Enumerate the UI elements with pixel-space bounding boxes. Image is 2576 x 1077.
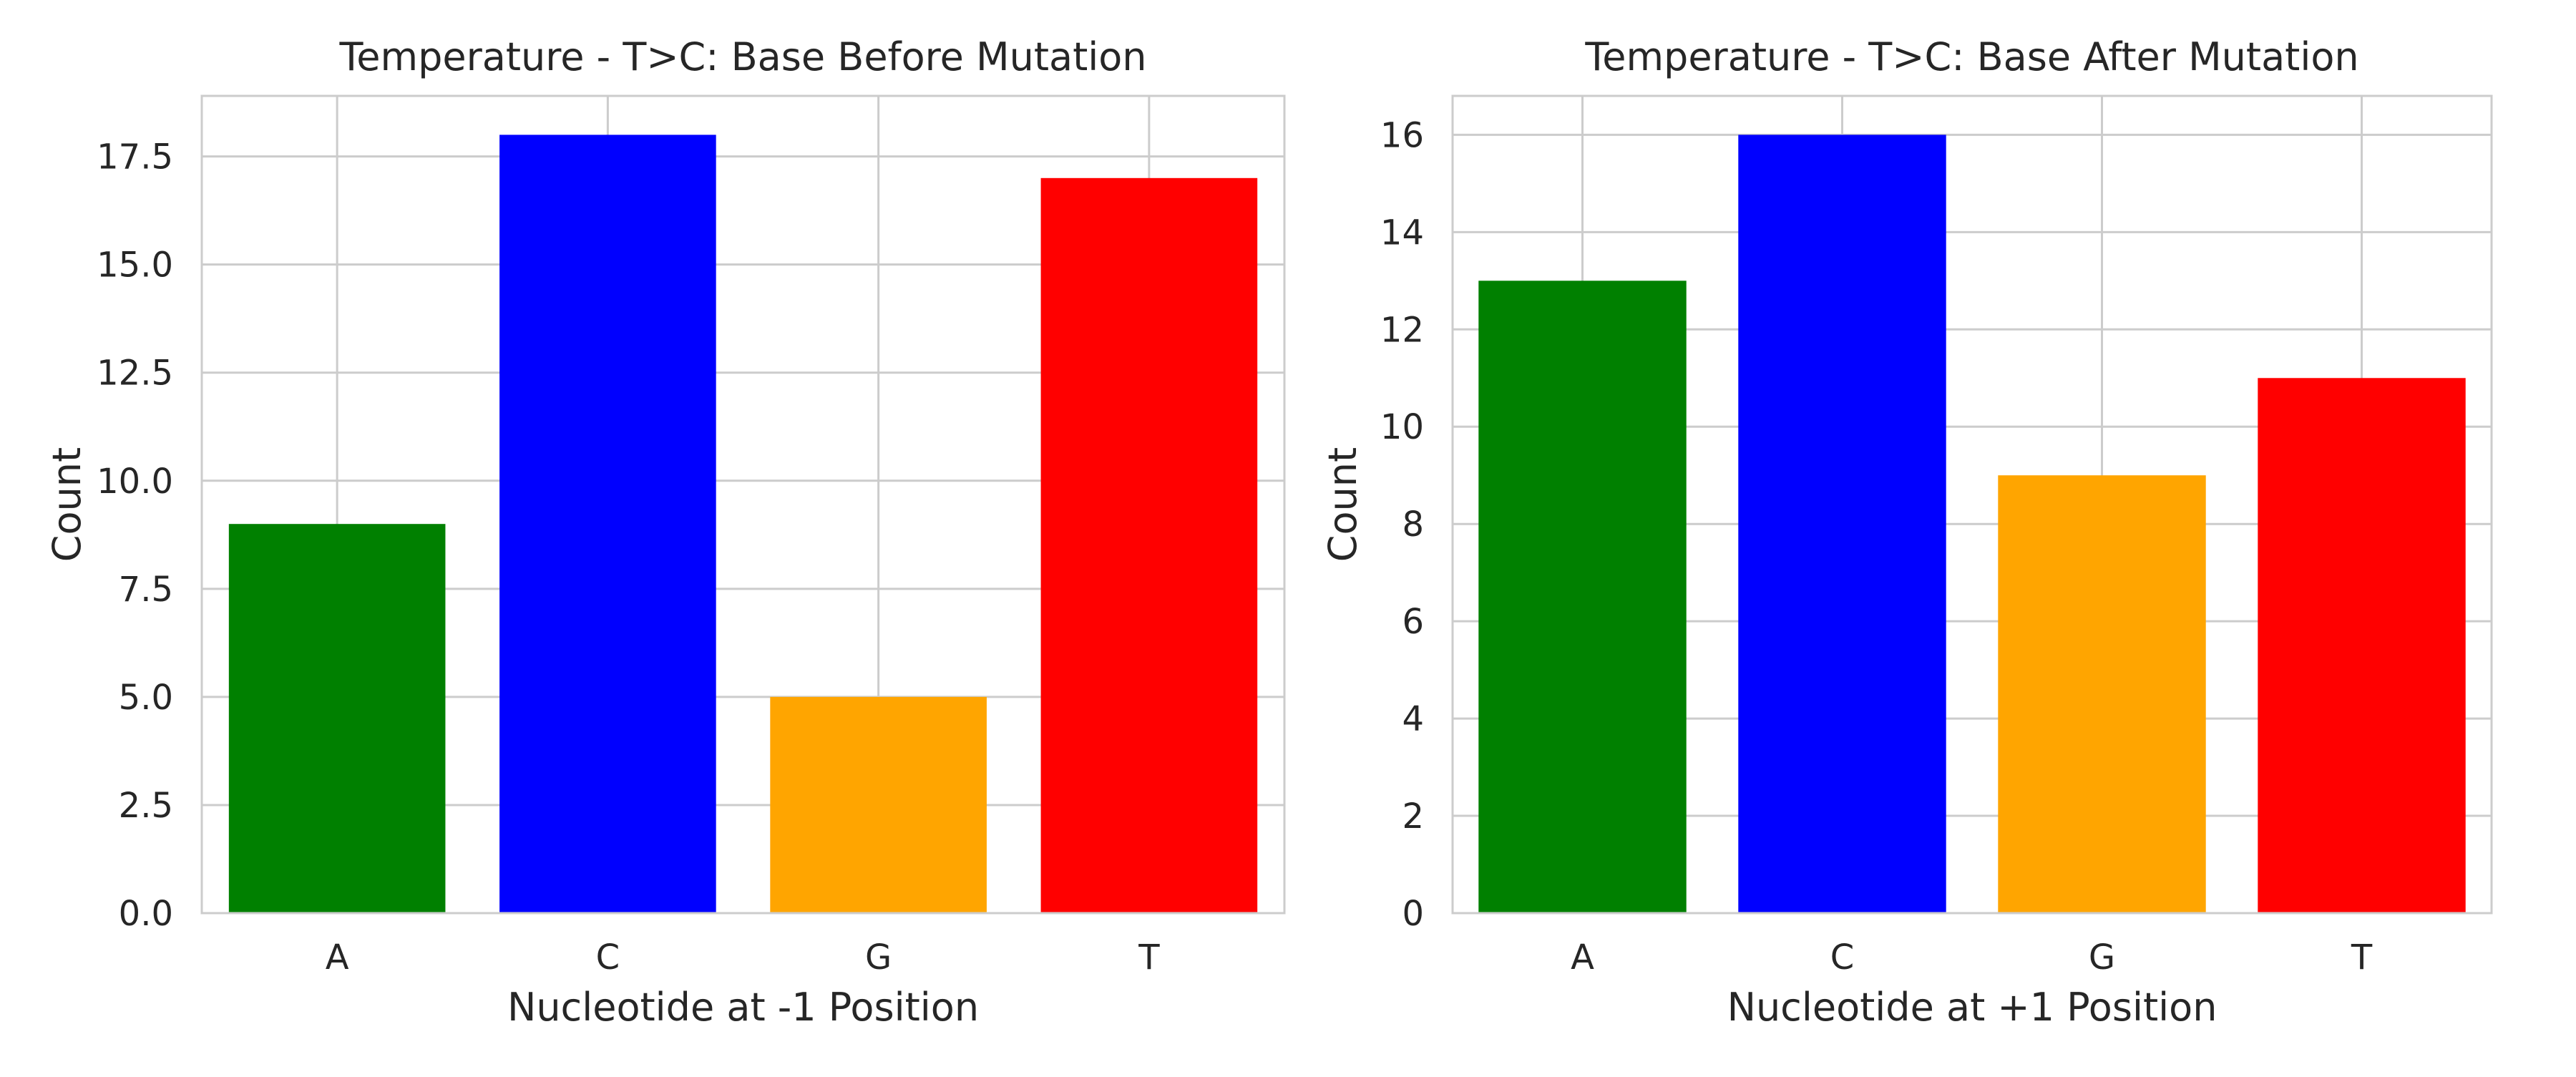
plot-frame — [1451, 94, 2493, 915]
y-tick-label: 12.5 — [97, 354, 173, 394]
y-tick-label: 10 — [1380, 407, 1424, 447]
x-tick-label: C — [596, 937, 620, 978]
bar-g — [1998, 475, 2206, 913]
y-axis-label: Count — [44, 447, 89, 562]
x-tick-label: A — [1571, 937, 1594, 978]
y-tick-label: 0.0 — [119, 894, 173, 934]
y-tick-label: 17.5 — [97, 137, 173, 177]
y-tick-label: 0 — [1402, 894, 1424, 934]
chart-title: Temperature - T>C: Base After Mutation — [1584, 34, 2358, 79]
y-tick-label: 10.0 — [97, 462, 173, 502]
y-tick-label: 4 — [1402, 699, 1424, 739]
plot-frame — [200, 94, 1286, 915]
bar-c — [1738, 135, 1946, 913]
chart-panel-before-mutation: 0.0 2.5 5.0 7.5 10.0 12.5 15.0 17.5 A C G T Temperat… — [44, 34, 1286, 1030]
y-tick-label: 14 — [1380, 213, 1424, 253]
y-tick-label: 8 — [1402, 505, 1424, 545]
y-tick-label: 15.0 — [97, 245, 173, 286]
bar-t — [2258, 378, 2466, 913]
chart-panel-after-mutation: 0 2 4 6 8 10 12 14 16 A C G T Temperature - T>C: Base… — [1320, 34, 2493, 1030]
x-tick-label: C — [1830, 937, 1855, 978]
x-tick-label: T — [2351, 937, 2373, 978]
y-tick-label: 2 — [1402, 796, 1424, 837]
y-tick-label: 16 — [1380, 115, 1424, 155]
y-axis-label: Count — [1320, 447, 1365, 562]
y-tick-label: 6 — [1402, 602, 1424, 642]
y-tick-label: 7.5 — [119, 570, 173, 610]
x-axis-label: Nucleotide at -1 Position — [507, 985, 979, 1030]
bar-a — [228, 524, 446, 913]
y-tick-label: 5.0 — [119, 678, 173, 718]
chart-title: Temperature - T>C: Base Before Mutation — [338, 34, 1146, 79]
bar-g — [770, 696, 987, 913]
x-tick-label: T — [1138, 937, 1160, 978]
x-tick-label: A — [326, 937, 349, 978]
y-tick-label: 2.5 — [119, 786, 173, 826]
y-tick-label: 12 — [1380, 310, 1424, 350]
x-tick-label: G — [2089, 937, 2115, 978]
bar-c — [499, 135, 716, 913]
bar-t — [1040, 177, 1258, 914]
x-tick-label: G — [865, 937, 892, 978]
x-axis-label: Nucleotide at +1 Position — [1727, 985, 2218, 1030]
bar-a — [1478, 281, 1687, 913]
